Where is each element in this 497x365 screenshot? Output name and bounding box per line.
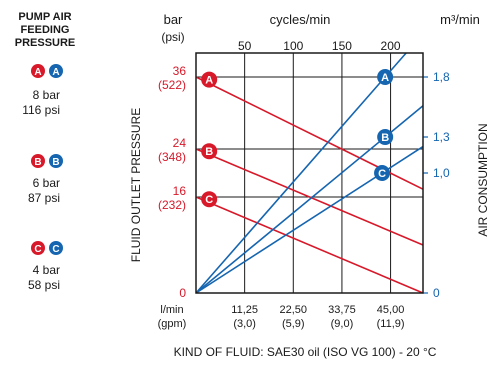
legend-badge-blue-b-letter: B [52,157,59,168]
legend-group-b: B B 6 bar 87 psi [28,154,63,205]
legend-badge-blue-b [49,154,63,168]
y-right-title: AIR CONSUMPTION [476,123,490,236]
legend-badge-red-b-letter: B [34,157,41,168]
legend-badge-red-c [31,241,45,255]
air-badge-a-letter: A [381,72,389,84]
legend-badge-blue-c [49,241,63,255]
y-right-unit: m³/min [440,12,480,27]
x-tick-alt-3: (11,9) [377,318,405,330]
legend-b-psi: 87 psi [28,191,60,205]
y-left-tick-alt-3: (522) [158,78,186,92]
cycles-tick-label-1: 100 [283,39,303,53]
pressure-line-b [195,148,424,246]
y-left-tick-alt-1: (232) [158,198,186,212]
legend-c-psi: 58 psi [28,278,60,292]
y-left-tick-alt-2: (348) [158,150,186,164]
legend: PUMP AIR FEEDING PRESSURE A A 8 bar 116 … [15,11,76,292]
ticks: 11,25 (3,0) 22,50 (5,9) 33,75 (9,0) 45,00 (11,9… [158,39,450,330]
series-badges: A B C A B C [201,69,394,208]
y-left-tick-label-0: 0 [179,286,186,300]
legend-title-line-1: PUMP AIR [18,11,71,23]
pressure-badge-a-letter: A [205,75,213,87]
legend-badge-red-a-letter: A [34,67,41,78]
legend-badge-red-a [31,64,45,78]
y-right-tick-label-1: 1,0 [433,166,450,180]
pressure-badge-b [201,143,218,160]
legend-b-bar: 6 bar [33,176,60,190]
air-line-c [195,145,424,294]
legend-badge-blue-a-letter: A [52,67,59,78]
plot-frame [195,52,424,294]
pressure-badge-b-letter: B [205,146,213,158]
cycles-tick-label-2: 150 [332,39,352,53]
x-axis-label-alt: (gpm) [158,318,187,330]
y-right-tick-label-3: 1,8 [433,70,450,84]
legend-title-line-3: PRESSURE [15,37,76,49]
x-axis-label: l/min [160,304,183,316]
air-line-a [195,52,407,294]
x-tick-alt-0: (3,0) [233,318,256,330]
y-right-tick-label-0: 0 [433,286,440,300]
legend-title-line-2: FEEDING [21,24,70,36]
x-tick-label-0: 11,25 [231,304,258,316]
footer-fluid-note: KIND OF FLUID: SAE30 oil (ISO VG 100) - … [174,345,437,359]
legend-c-bar: 4 bar [33,263,60,277]
cycles-tick-label-3: 200 [381,39,401,53]
legend-group-c: C C 4 bar 58 psi [28,241,63,292]
y-left-unit: bar [164,12,183,27]
legend-a-bar: 8 bar [33,88,60,102]
legend-badge-blue-c-letter: C [52,244,59,255]
x-top-label: cycles/min [270,12,331,27]
pressure-badge-c [201,191,218,208]
pressure-badge-c-letter: C [205,194,213,206]
legend-badge-blue-a [49,64,63,78]
legend-badge-red-b [31,154,45,168]
legend-group-a: A A 8 bar 116 psi [22,64,63,117]
air-badge-c [374,165,391,181]
air-badge-b [377,129,394,145]
air-badge-b-letter: B [381,132,389,144]
legend-a-psi: 116 psi [22,103,60,117]
air-badge-a [377,69,394,85]
y-left-unit-alt: (psi) [161,30,184,44]
legend-badge-red-c-letter: C [34,244,41,255]
y-right-tick-label-2: 1,3 [433,130,450,144]
pressure-badge-a [201,71,218,88]
y-left-tick-label-1: 16 [173,184,187,198]
air-badge-c-letter: C [378,168,386,180]
cycles-tick-label-0: 50 [238,39,252,53]
y-left-title: FLUID OUTLET PRESSURE [129,108,143,262]
x-tick-label-3: 45,00 [377,304,405,316]
x-tick-alt-1: (5,9) [282,318,305,330]
x-tick-label-2: 33,75 [328,304,356,316]
y-left-tick-label-2: 24 [173,136,187,150]
x-tick-alt-2: (9,0) [331,318,354,330]
y-left-tick-label-3: 36 [173,64,187,78]
pressure-line-c [195,196,424,294]
x-tick-label-1: 22,50 [280,304,308,316]
